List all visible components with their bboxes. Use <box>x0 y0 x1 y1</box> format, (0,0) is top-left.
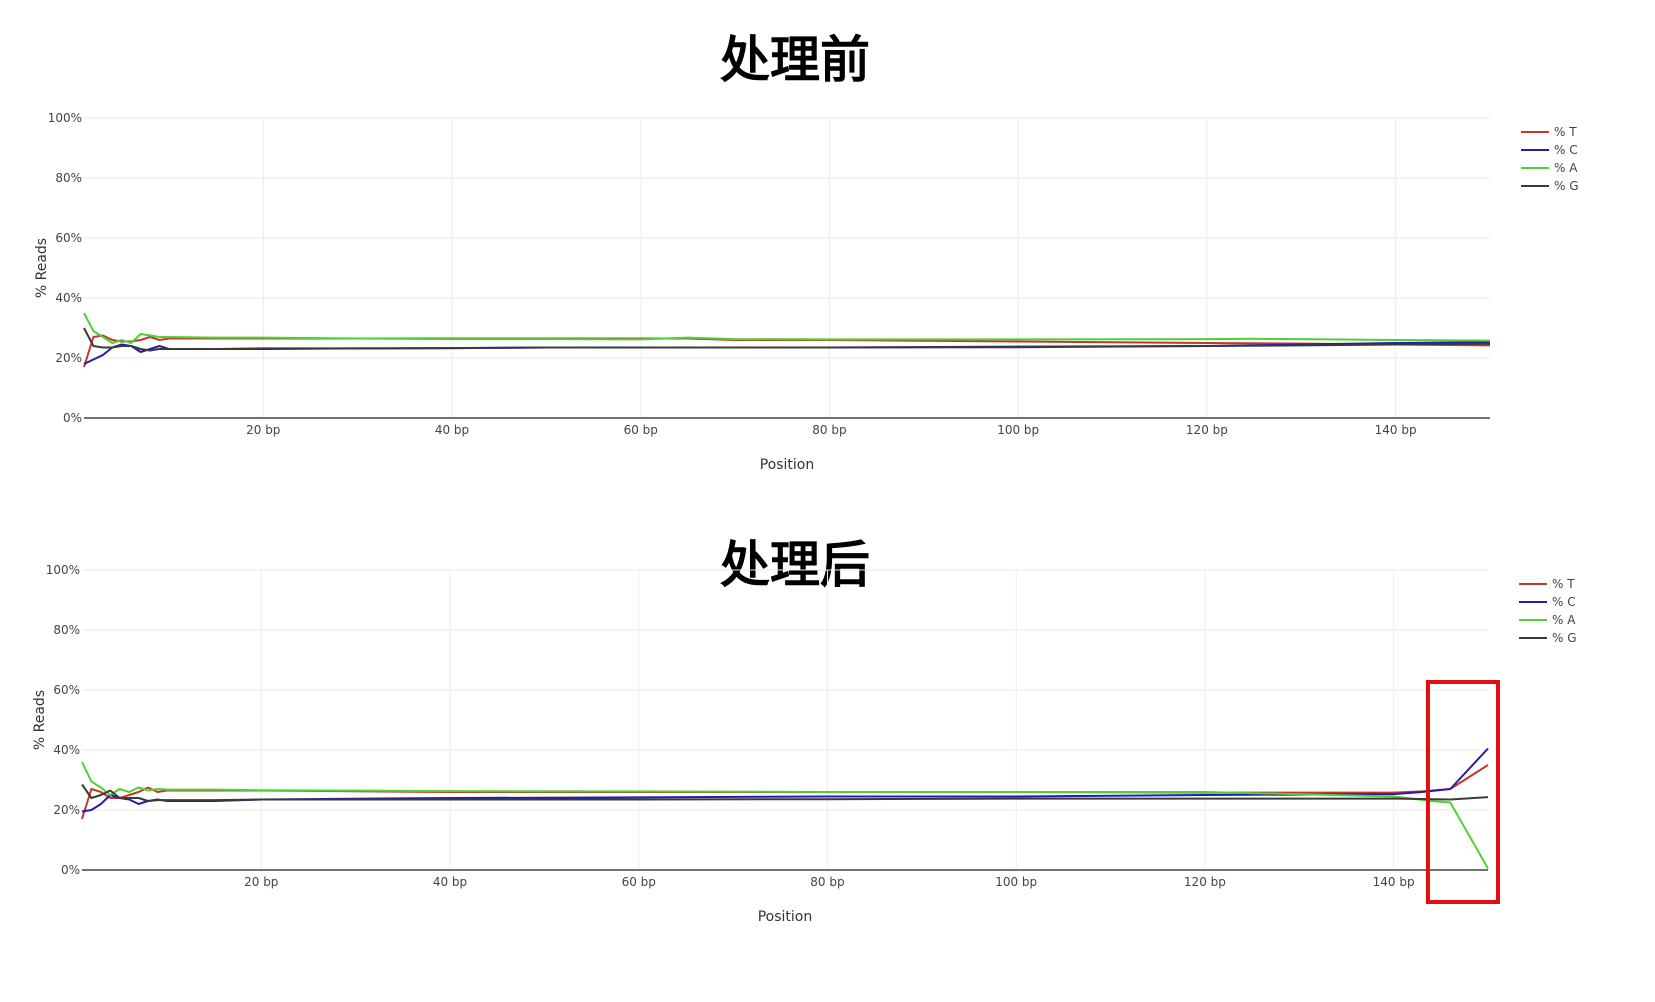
x-tick-label: 20 bp <box>244 875 278 889</box>
series-line-a <box>81 761 1489 869</box>
y-tick-label: 40% <box>55 291 82 305</box>
x-tick-label: 80 bp <box>810 875 844 889</box>
x-tick-label: 80 bp <box>812 423 846 437</box>
x-tick-label: 120 bp <box>1184 875 1226 889</box>
y-tick-label: 40% <box>53 743 80 757</box>
series-line-a <box>83 312 1491 344</box>
series-line-g <box>83 327 1491 352</box>
x-tick-label: 100 bp <box>997 423 1039 437</box>
y-tick-label: 60% <box>53 683 80 697</box>
x-tick-label: 60 bp <box>624 423 658 437</box>
legend-label-t: % T <box>1554 125 1577 139</box>
x-tick-label: 120 bp <box>1186 423 1228 437</box>
x-tick-label: 140 bp <box>1375 423 1417 437</box>
y-tick-label: 20% <box>55 351 82 365</box>
legend-label-c: % C <box>1554 143 1578 157</box>
x-tick-label: 140 bp <box>1373 875 1415 889</box>
highlight-box <box>1425 680 1500 904</box>
x-tick-label: 60 bp <box>622 875 656 889</box>
y-tick-label: 0% <box>63 411 82 425</box>
legend-label-t: % T <box>1552 577 1575 591</box>
y-tick-label: 100% <box>46 563 80 577</box>
x-axis-title: Position <box>760 457 815 473</box>
x-tick-label: 40 bp <box>435 423 469 437</box>
y-tick-label: 80% <box>53 623 80 637</box>
x-tick-label: 100 bp <box>995 875 1037 889</box>
legend-label-a: % A <box>1554 161 1578 175</box>
y-axis-title: % Reads <box>34 238 50 298</box>
chart-title-before: 处理前 <box>720 31 870 89</box>
legend-label-g: % G <box>1554 179 1579 193</box>
y-tick-label: 100% <box>48 111 82 125</box>
x-axis-title: Position <box>758 909 813 925</box>
x-tick-label: 40 bp <box>433 875 467 889</box>
series-line-c <box>81 747 1489 813</box>
legend-label-a: % A <box>1552 613 1576 627</box>
legend-label-c: % C <box>1552 595 1576 609</box>
chart-before: 0% 20% 40% 60% 80% 100% 20 bp 40 bp 60 bp 80 bp 10… <box>34 111 1579 473</box>
y-tick-label: 80% <box>55 171 82 185</box>
legend-label-g: % G <box>1552 631 1577 645</box>
y-axis-title: % Reads <box>32 690 48 750</box>
chart-after: 0% 20% 40% 60% 80% 100% 20 bp 40 bp 60 bp 80 bp 10… <box>32 563 1577 925</box>
chart-title-after: 处理后 <box>720 536 870 594</box>
y-tick-label: 20% <box>53 803 80 817</box>
series-line-g <box>81 783 1489 802</box>
y-tick-label: 0% <box>61 863 80 877</box>
x-tick-label: 20 bp <box>246 423 280 437</box>
y-tick-label: 60% <box>55 231 82 245</box>
